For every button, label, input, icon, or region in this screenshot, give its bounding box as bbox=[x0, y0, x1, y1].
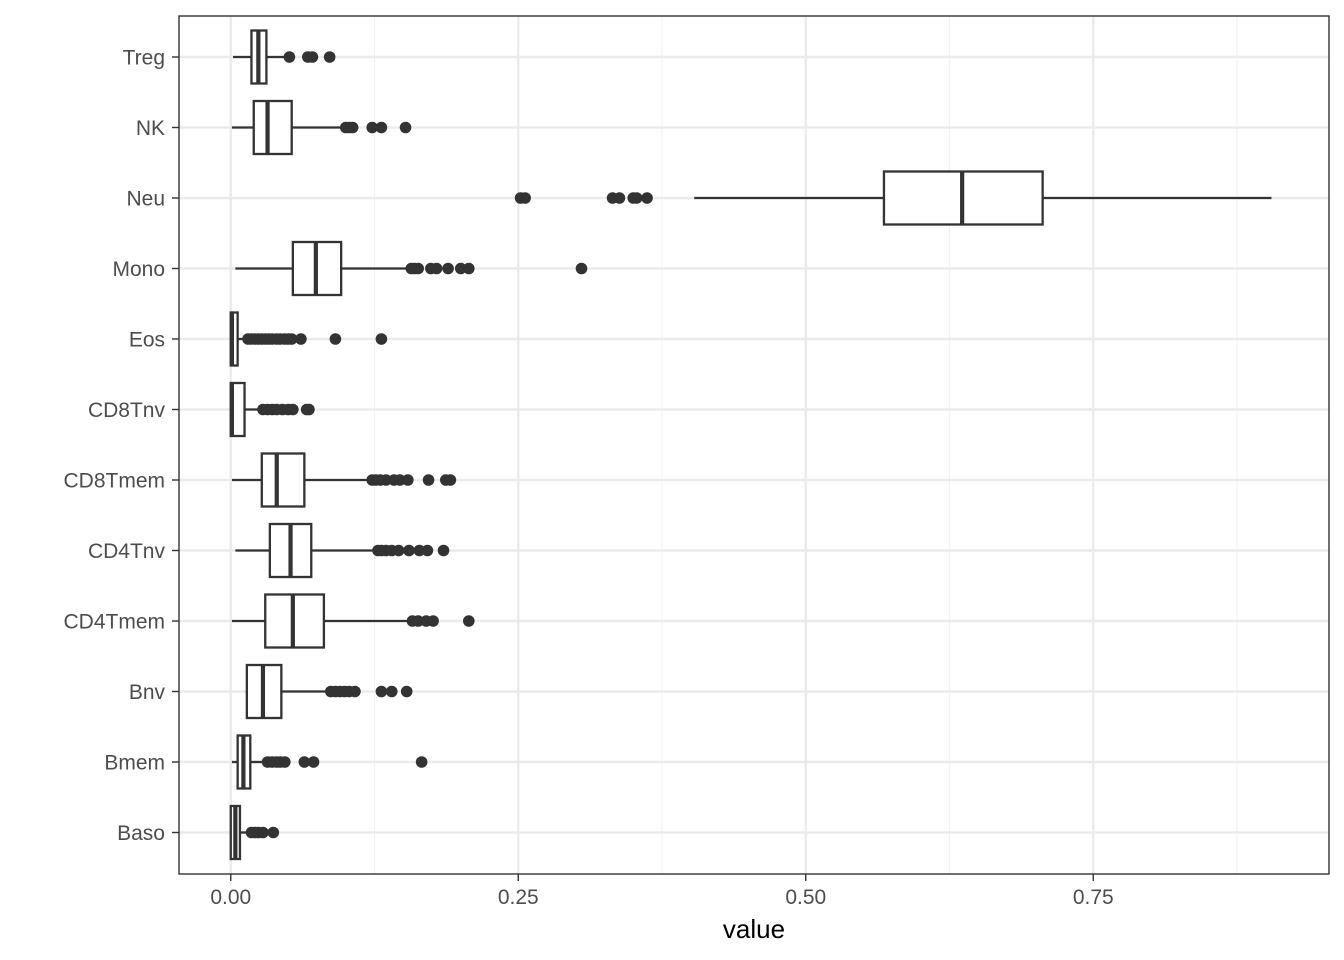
y-tick-label: NK bbox=[136, 117, 165, 140]
x-tick-label: 0.50 bbox=[785, 886, 826, 909]
box-cd8tnv bbox=[229, 381, 315, 438]
x-tick-label: 0.00 bbox=[210, 886, 251, 909]
outlier-point bbox=[303, 403, 315, 416]
outlier-point bbox=[427, 615, 439, 627]
outlier-point bbox=[437, 544, 450, 557]
outlier-point bbox=[329, 333, 342, 345]
y-tick-label: Neu bbox=[126, 188, 165, 211]
y-tick-label: Treg bbox=[123, 47, 165, 70]
x-tick-label: 0.25 bbox=[498, 886, 539, 909]
outlier-point bbox=[346, 121, 359, 134]
box-cd4tmem bbox=[231, 593, 475, 649]
outlier-point bbox=[415, 756, 428, 768]
y-tick-label: CD8Tmem bbox=[63, 470, 165, 493]
y-axis: Treg NK Neu Mono Eos CD8Tnv CD8Tmem CD4Tnv CD4Tm… bbox=[63, 47, 179, 845]
outlier-point bbox=[306, 51, 319, 63]
y-tick-label: CD4Tmem bbox=[63, 611, 165, 634]
outlier-point bbox=[349, 685, 361, 698]
x-axis-title: value bbox=[723, 914, 785, 944]
outlier-point bbox=[298, 756, 311, 768]
box-bmem bbox=[231, 734, 428, 790]
outlier-point bbox=[287, 403, 299, 416]
y-tick-label: Eos bbox=[129, 329, 165, 352]
box-cd4tnv bbox=[235, 522, 450, 579]
x-axis: 0.00 0.25 0.50 0.75 bbox=[210, 874, 1114, 909]
box-baso bbox=[229, 804, 280, 861]
outlier-point bbox=[283, 51, 296, 63]
outlier-point bbox=[375, 333, 388, 345]
box-treg bbox=[233, 29, 336, 85]
outlier-point bbox=[375, 685, 388, 698]
x-tick-label: 0.75 bbox=[1073, 886, 1114, 909]
outlier-point bbox=[285, 333, 298, 345]
outlier-point bbox=[463, 262, 475, 275]
outlier-point bbox=[454, 262, 467, 275]
outlier-point bbox=[394, 474, 406, 486]
outlier-point bbox=[267, 826, 280, 839]
y-tick-label: Baso bbox=[117, 822, 165, 845]
outlier-point bbox=[463, 615, 475, 627]
outlier-point bbox=[385, 685, 398, 698]
y-tick-label: Bnv bbox=[129, 681, 166, 704]
outlier-point bbox=[519, 192, 531, 204]
outlier-point bbox=[307, 756, 320, 768]
iqr-box bbox=[252, 99, 293, 156]
outlier-point bbox=[257, 826, 269, 839]
outlier-point bbox=[630, 192, 643, 204]
outlier-point bbox=[380, 474, 392, 486]
outlier-point bbox=[366, 121, 379, 134]
y-tick-label: CD4Tnv bbox=[88, 540, 166, 563]
box-nk bbox=[231, 99, 412, 156]
outlier-point bbox=[444, 474, 457, 486]
outlier-point bbox=[422, 474, 435, 486]
outlier-point bbox=[295, 333, 307, 345]
outlier-point bbox=[400, 685, 413, 698]
outlier-point bbox=[402, 474, 414, 486]
outlier-point bbox=[412, 615, 425, 627]
box-mono bbox=[235, 240, 588, 297]
panel-border bbox=[178, 15, 1330, 875]
outlier-point bbox=[412, 262, 425, 275]
outlier-point bbox=[430, 262, 443, 275]
outlier-point bbox=[413, 544, 426, 557]
outlier-point bbox=[421, 544, 434, 557]
outlier-point bbox=[403, 544, 415, 557]
box-bnv bbox=[245, 663, 413, 720]
outlier-point bbox=[442, 262, 454, 275]
outlier-point bbox=[323, 51, 336, 63]
outlier-point bbox=[392, 544, 405, 557]
box-eos bbox=[229, 311, 388, 367]
minor-gridlines bbox=[373, 16, 1238, 874]
outlier-point bbox=[641, 192, 653, 204]
box-cd8tmem bbox=[231, 452, 457, 508]
outlier-point bbox=[399, 121, 412, 134]
iqr-box bbox=[260, 452, 306, 508]
y-tick-label: Mono bbox=[112, 258, 165, 281]
outlier-point bbox=[613, 192, 626, 204]
box-series bbox=[229, 29, 1272, 861]
y-tick-label: Bmem bbox=[104, 752, 165, 775]
outlier-point bbox=[279, 756, 291, 768]
y-tick-label: CD8Tnv bbox=[88, 399, 166, 422]
box-neu bbox=[514, 170, 1272, 226]
outlier-point bbox=[375, 121, 388, 134]
outlier-point bbox=[575, 262, 588, 275]
